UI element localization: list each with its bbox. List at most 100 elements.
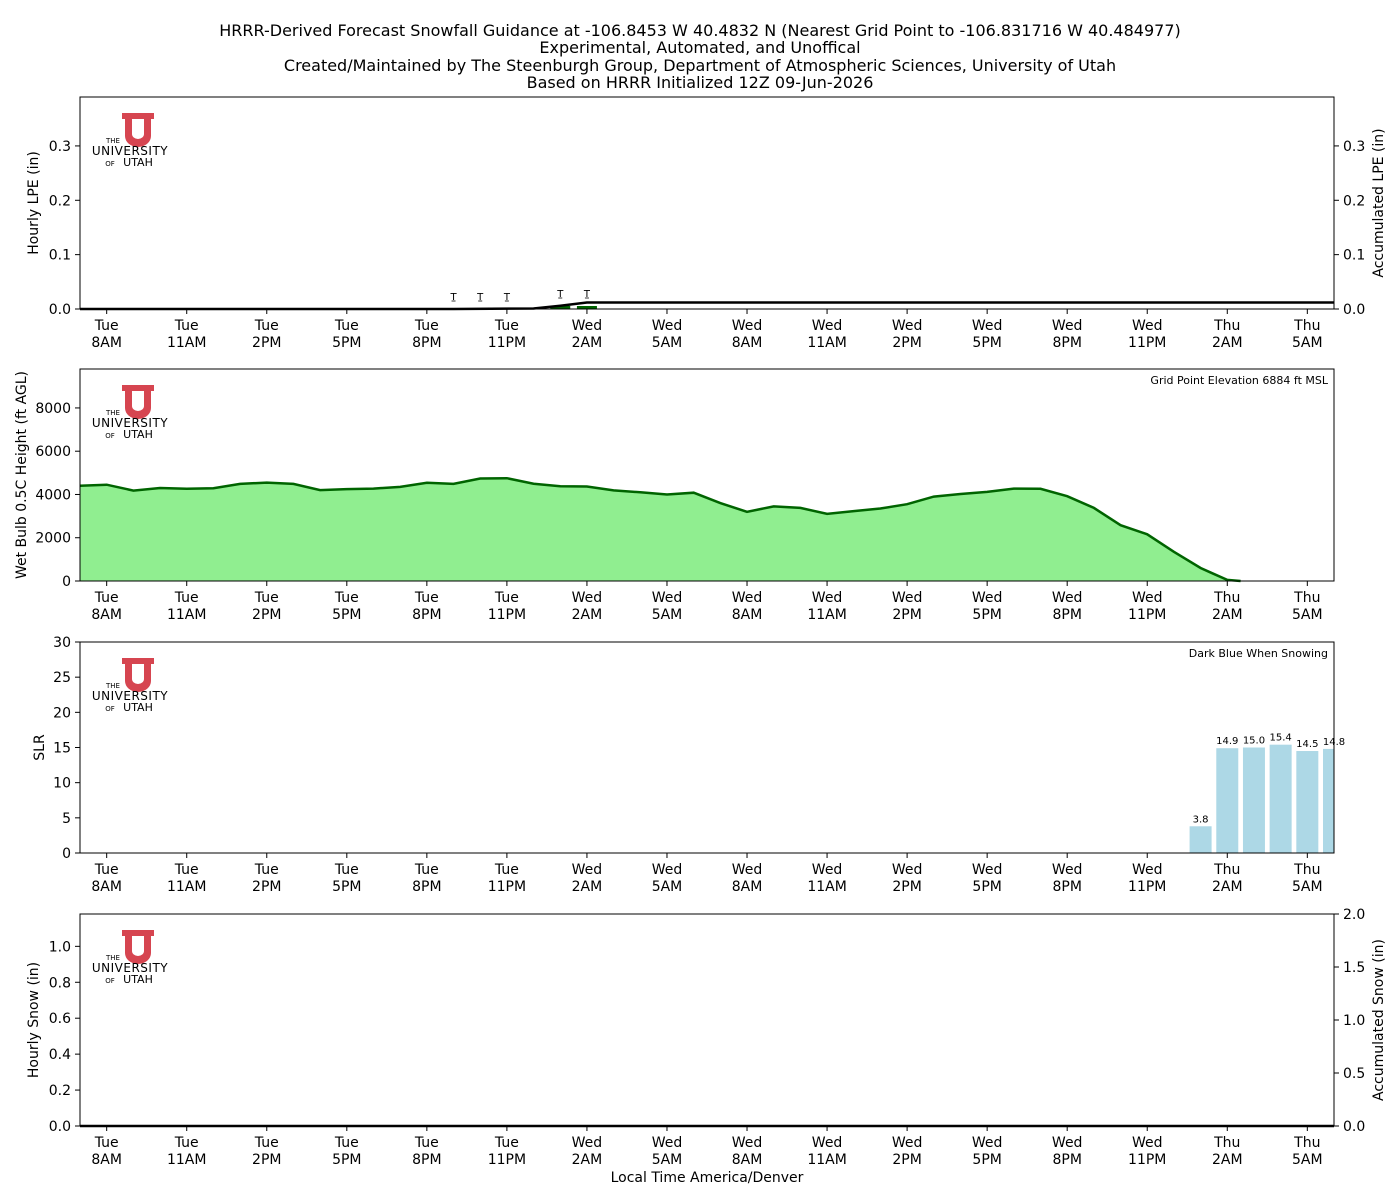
trace-marker: T [449,292,457,303]
x-tick-label-time: 11PM [1128,1152,1166,1168]
y-axis-label-right: Accumulated Snow (in) [1371,939,1387,1101]
y-tick-label: 30 [53,635,71,651]
x-tick-label-day: Tue [414,318,439,334]
x-tick-label-time: 2PM [892,607,921,623]
y-right-tick-label: 1.5 [1343,960,1365,976]
x-tick-label-day: Wed [812,1135,843,1151]
x-tick-label-day: Wed [572,862,603,878]
u-shield-icon [122,385,154,419]
slr-value-label: 14.9 [1216,736,1238,747]
x-tick-label-time: 11PM [488,879,526,895]
x-tick-label-time: 2PM [252,335,281,351]
x-tick-label-day: Wed [972,1135,1003,1151]
logo-text-utah: UTAH [123,428,153,441]
x-tick-label-day: Wed [1052,318,1083,334]
x-tick-label-day: Tue [334,590,359,606]
logo-text-the: THE [105,137,120,145]
x-tick-label-time: 11AM [807,607,846,623]
x-tick-label-time: 11PM [488,1152,526,1168]
x-tick-label-day: Tue [414,590,439,606]
x-tick-label-day: Wed [652,862,683,878]
x-tick-label-time: 5AM [652,335,683,351]
x-tick-label-time: 5AM [1292,879,1323,895]
x-tick-label-day: Wed [892,318,923,334]
plot-frame [79,368,1335,582]
panel-annotation: Grid Point Elevation 6884 ft MSL [1150,374,1328,387]
y-right-tick-label: 0.0 [1343,1119,1365,1135]
x-tick-label-day: Wed [1052,590,1083,606]
y-tick-label: 0.2 [49,1083,71,1099]
x-tick-label-time: 11AM [167,1152,206,1168]
x-tick-label-day: Tue [414,1135,439,1151]
x-tick-label-day: Wed [1132,862,1163,878]
logo-text-of: OF [105,977,115,985]
x-tick-label-day: Wed [892,862,923,878]
x-tick-label-day: Thu [1213,1135,1240,1151]
x-tick-label-day: Tue [94,862,119,878]
x-tick-label-time: 2AM [572,879,603,895]
x-tick-label-day: Wed [652,590,683,606]
logo-text-university: UNIVERSITY [92,689,168,703]
logo-text-of: OF [105,705,115,713]
x-tick-label-time: 8AM [91,879,122,895]
trace-marker: T [556,289,564,300]
y-tick-label: 5 [62,811,71,827]
x-tick-label-day: Wed [732,862,763,878]
y-tick-label: 0 [62,574,71,590]
x-tick-label-day: Tue [254,862,279,878]
x-tick-label-day: Wed [1132,1135,1163,1151]
logo-text-university: UNIVERSITY [92,144,168,158]
slr-bar [1296,751,1319,853]
x-axis-label: Local Time America/Denver [611,1170,804,1186]
x-tick-label-time: 8AM [732,607,763,623]
x-tick-label-time: 11AM [167,879,206,895]
slr-value-label: 15.4 [1270,733,1292,744]
x-tick-label-time: 11PM [1128,879,1166,895]
y-right-tick-label: 0.5 [1343,1066,1365,1082]
x-tick-label-day: Thu [1213,590,1240,606]
x-tick-label-day: Wed [812,318,843,334]
panel-annotation: Dark Blue When Snowing [1189,647,1328,660]
title-line-3: Created/Maintained by The Steenburgh Gro… [284,56,1116,75]
x-tick-label-day: Wed [1132,318,1163,334]
y-right-tick-label: 2.0 [1343,907,1365,923]
x-tick-label-time: 2AM [1212,607,1243,623]
x-tick-label-day: Tue [494,862,519,878]
logo-text-of: OF [105,160,115,168]
accumulated-line [80,301,1334,311]
x-tick-label-day: Thu [1213,318,1240,334]
x-tick-label-time: 5PM [332,879,361,895]
y-tick-label: 0 [62,846,71,862]
x-tick-label-time: 5PM [332,607,361,623]
y-tick-label: 6000 [35,444,71,460]
y-tick-label: 0.4 [49,1047,71,1063]
x-tick-label-day: Tue [94,318,119,334]
x-tick-label-day: Tue [414,862,439,878]
x-tick-label-time: 5PM [972,879,1001,895]
x-tick-label-day: Wed [1052,862,1083,878]
hourly-bar [550,306,571,309]
logo-text-the: THE [105,409,120,417]
logo-text-university: UNIVERSITY [92,416,168,430]
x-tick-label-time: 8PM [1052,1152,1081,1168]
x-tick-label-day: Tue [254,318,279,334]
wet-bulb-line [79,476,1241,583]
x-tick-label-day: Tue [94,590,119,606]
x-tick-label-day: Wed [1052,1135,1083,1151]
logo-text-utah: UTAH [123,156,153,169]
x-tick-label-day: Wed [972,318,1003,334]
x-tick-label-day: Thu [1293,590,1320,606]
y-tick-label: 15 [53,741,71,757]
slr-bar [1242,747,1265,853]
x-tick-label-time: 11AM [167,607,206,623]
x-tick-label-time: 5AM [652,607,683,623]
trace-marker: T [583,289,591,300]
x-tick-label-time: 2AM [572,1152,603,1168]
x-tick-label-day: Tue [94,1135,119,1151]
slr-bar [1216,748,1239,853]
u-shield-icon [122,930,154,964]
y-axis-label: Wet Bulb 0.5C Height (ft AGL) [14,371,30,579]
x-tick-label-time: 11AM [807,1152,846,1168]
